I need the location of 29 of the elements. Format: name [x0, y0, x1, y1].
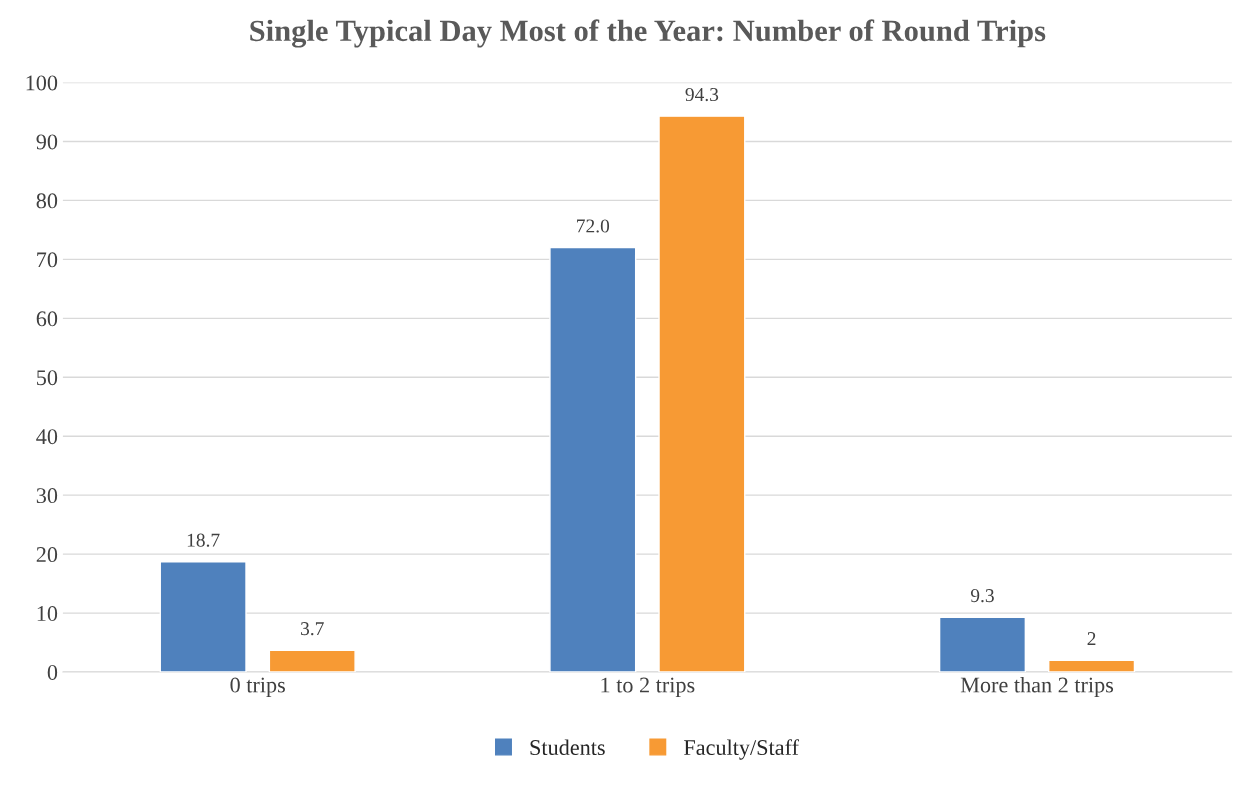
y-tick-label: 0 [47, 664, 58, 680]
y-tick-label: 90 [36, 134, 58, 150]
y-tick-label: 30 [36, 488, 58, 504]
y-tick-label: 10 [37, 606, 58, 622]
data-label: 2 [1087, 632, 1096, 645]
x-tick-label: More than 2 trips [960, 676, 1114, 698]
chart-title: Single Typical Day Most of the Year: Number of Round Trips [250, 19, 1046, 48]
y-tick-label: 60 [36, 311, 58, 327]
data-label: 18.7 [187, 533, 220, 547]
bar [268, 649, 356, 673]
bar [938, 616, 1027, 673]
y-tick-label: 20 [36, 547, 58, 563]
y-tick-label: 80 [36, 193, 58, 209]
legend-label: Students [530, 739, 605, 756]
bar [549, 246, 637, 673]
x-tick-label: 1 to 2 trips [601, 677, 695, 698]
legend-label: Faculty/Staff [684, 739, 800, 760]
data-label: 3.7 [301, 622, 324, 636]
y-tick-label: 100 [26, 75, 58, 91]
bar [658, 115, 746, 673]
x-tick-label: 0 trips [230, 677, 285, 698]
data-label: 9.3 [970, 589, 994, 603]
bar [159, 561, 247, 673]
y-tick-label: 70 [37, 252, 58, 268]
data-label: 72.0 [577, 219, 610, 233]
data-label: 94.3 [685, 88, 719, 102]
y-tick-label: 40 [36, 429, 58, 445]
y-tick-label: 50 [37, 370, 58, 386]
bar [1048, 659, 1136, 673]
